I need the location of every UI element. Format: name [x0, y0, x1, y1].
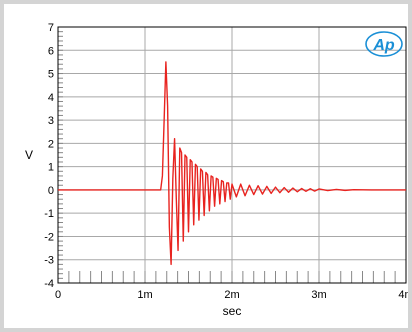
- minor-ticks: [57, 26, 407, 284]
- chart-panel: 7 6 5 4 3 2 1 0 -1 -2 -3 -4 0 1m 2m 3m 4m V sec Ap: [4, 4, 408, 328]
- x-tick-label: 1m: [137, 289, 152, 301]
- x-tick-label: 0: [55, 289, 61, 301]
- y-tick-label: 2: [48, 138, 54, 150]
- y-axis-label: V: [25, 148, 33, 162]
- x-tick-label: 4m: [398, 289, 408, 301]
- series-line: [58, 61, 406, 266]
- x-axis-label: sec: [223, 304, 242, 318]
- y-tick-label: -4: [44, 278, 54, 290]
- y-tick-label: 0: [48, 185, 54, 197]
- y-tick-label: -3: [44, 255, 54, 267]
- plot-frame: [57, 26, 407, 284]
- logo-ring: [365, 31, 403, 57]
- ap-logo: Ap: [365, 31, 403, 57]
- x-tick-labels: 0 1m 2m 3m 4m: [55, 289, 408, 301]
- grid: [57, 26, 407, 284]
- line-chart: 7 6 5 4 3 2 1 0 -1 -2 -3 -4 0 1m 2m 3m 4m V sec Ap: [25, 22, 408, 318]
- y-tick-label: 7: [48, 22, 54, 34]
- y-tick-label: 6: [48, 45, 54, 57]
- y-tick-label: 3: [48, 115, 54, 127]
- logo-text: Ap: [372, 37, 395, 54]
- x-tick-label: 2m: [224, 289, 239, 301]
- y-tick-label: 5: [48, 69, 54, 81]
- y-tick-label: 1: [48, 162, 54, 174]
- y-tick-labels: 7 6 5 4 3 2 1 0 -1 -2 -3 -4: [44, 22, 54, 290]
- y-tick-label: -1: [44, 208, 54, 220]
- x-tick-label: 3m: [311, 289, 326, 301]
- y-tick-label: 4: [48, 92, 54, 104]
- y-tick-label: -2: [44, 231, 54, 243]
